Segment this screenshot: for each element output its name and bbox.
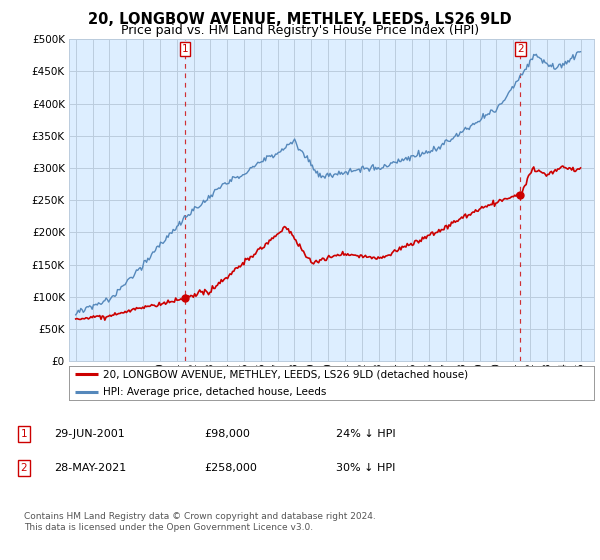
Text: 2: 2 <box>517 44 523 54</box>
Text: £98,000: £98,000 <box>204 429 250 439</box>
Text: 20, LONGBOW AVENUE, METHLEY, LEEDS, LS26 9LD: 20, LONGBOW AVENUE, METHLEY, LEEDS, LS26… <box>88 12 512 27</box>
Text: £258,000: £258,000 <box>204 463 257 473</box>
Text: HPI: Average price, detached house, Leeds: HPI: Average price, detached house, Leed… <box>103 387 326 396</box>
Text: Price paid vs. HM Land Registry's House Price Index (HPI): Price paid vs. HM Land Registry's House … <box>121 24 479 37</box>
Text: 1: 1 <box>182 44 188 54</box>
Text: 20, LONGBOW AVENUE, METHLEY, LEEDS, LS26 9LD (detached house): 20, LONGBOW AVENUE, METHLEY, LEEDS, LS26… <box>103 370 468 379</box>
Text: 28-MAY-2021: 28-MAY-2021 <box>54 463 126 473</box>
Text: 1: 1 <box>20 429 28 439</box>
Text: Contains HM Land Registry data © Crown copyright and database right 2024.
This d: Contains HM Land Registry data © Crown c… <box>24 512 376 532</box>
Text: 30% ↓ HPI: 30% ↓ HPI <box>336 463 395 473</box>
Text: 2: 2 <box>20 463 28 473</box>
Text: 29-JUN-2001: 29-JUN-2001 <box>54 429 125 439</box>
Text: 24% ↓ HPI: 24% ↓ HPI <box>336 429 395 439</box>
